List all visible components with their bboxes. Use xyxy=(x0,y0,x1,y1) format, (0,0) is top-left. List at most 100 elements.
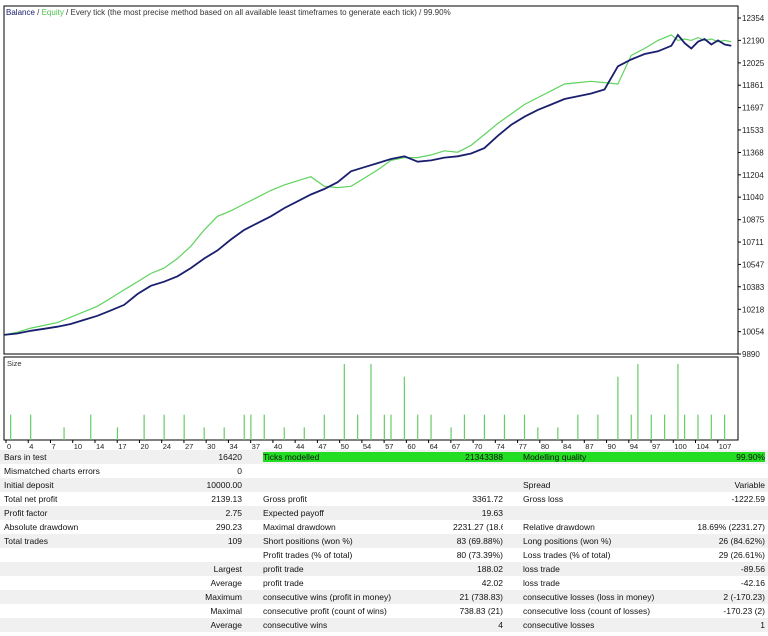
x-tick-label: 24 xyxy=(163,442,171,450)
report-cell: Average xyxy=(210,578,242,588)
x-tick-label: 100 xyxy=(674,442,687,450)
report-row: Total trades 109 Short positions (won %) 83… xyxy=(0,534,768,548)
x-tick-label: 30 xyxy=(207,442,215,450)
report-cell: Relative drawdown xyxy=(523,522,595,532)
x-tick-label: 74 xyxy=(496,442,504,450)
report-cell: 18.69% (2231.27) xyxy=(697,522,765,532)
report-cell: Profit factor xyxy=(4,508,48,518)
report-cell: -42.16 xyxy=(740,578,765,588)
report-cell: profit trade xyxy=(263,564,304,574)
x-tick-label: 20 xyxy=(140,442,148,450)
report-cell: 21343388 xyxy=(465,452,503,462)
x-tick-label: 84 xyxy=(563,442,571,450)
y-tick-label: 9890 xyxy=(742,350,760,359)
x-tick-label: 107 xyxy=(719,442,732,450)
x-tick-label: 90 xyxy=(608,442,616,450)
header-description: / Every tick (the most precise method ba… xyxy=(64,8,451,17)
equity-line xyxy=(3,34,732,336)
y-tick-label: 11204 xyxy=(742,171,764,180)
report-cell: consecutive wins xyxy=(263,620,328,630)
report-cell: 290.23 xyxy=(216,522,242,532)
report-cell: consecutive losses xyxy=(523,620,595,630)
balance-label: Balance xyxy=(6,8,35,17)
equity-label: Equity xyxy=(42,8,64,17)
header-sep: / xyxy=(35,8,42,17)
y-tick-label: 10547 xyxy=(742,260,765,269)
x-tick-label: 70 xyxy=(474,442,482,450)
x-tick-label: 54 xyxy=(363,442,371,450)
report-cell: Expected payoff xyxy=(263,508,324,518)
report-cell: -170.23 (2) xyxy=(723,606,765,616)
y-tick-label: 11861 xyxy=(742,81,764,90)
report-cell: 42.02 xyxy=(481,578,503,588)
chart-header: Balance / Equity / Every tick (the most … xyxy=(6,8,451,17)
y-axis: 12354 12190 12025 11861 11697 11533 11368 11204… xyxy=(738,14,765,359)
y-tick-label: 10875 xyxy=(742,216,765,225)
report-row: Absolute drawdown 290.23 Maximal drawdown 2… xyxy=(0,520,768,534)
x-tick-label: 57 xyxy=(385,442,393,450)
report-row: Average consecutive wins 4 consecutive loss… xyxy=(0,618,768,632)
x-tick-label: 7 xyxy=(51,442,55,450)
report-cell: consecutive profit (count of wins) xyxy=(263,606,387,616)
x-tick-label: 47 xyxy=(318,442,326,450)
report-cell: Initial deposit xyxy=(4,480,54,490)
size-panel-label: Size xyxy=(7,359,22,368)
x-tick-label: 34 xyxy=(229,442,237,450)
report-cell: 0 xyxy=(237,466,242,476)
report-cell: consecutive wins (profit in money) xyxy=(263,592,392,602)
size-bars xyxy=(10,364,726,440)
report-row: Bars in test 16420 Ticks modelled 21343388 M… xyxy=(0,450,768,464)
report-cell: 2139.13 xyxy=(211,494,242,504)
x-tick-label: 64 xyxy=(430,442,438,450)
report-cell: 3361.72 xyxy=(472,494,503,504)
report-cell: profit trade xyxy=(263,578,304,588)
report-cell: 188.02 xyxy=(477,564,503,574)
y-tick-label: 11697 xyxy=(742,104,764,113)
main-chart-frame xyxy=(3,5,739,355)
report-cell: Modelling quality xyxy=(523,452,587,462)
x-tick-label: 17 xyxy=(118,442,126,450)
report-cell: -1222.59 xyxy=(731,494,765,504)
report-row: Maximum consecutive wins (profit in money… xyxy=(0,590,768,604)
report-table: Bars in test 16420 Ticks modelled 21343388 M… xyxy=(0,450,768,632)
x-tick-label: 50 xyxy=(341,442,349,450)
report-row: Mismatched charts errors 0 xyxy=(0,464,768,478)
report-cell: Average xyxy=(210,620,242,630)
y-tick-label: 12354 xyxy=(742,14,765,23)
report-cell: 738.83 (21) xyxy=(459,606,503,616)
report-cell: 2.75 xyxy=(225,508,242,518)
y-tick-label: 10383 xyxy=(742,283,765,292)
x-tick-label: 4 xyxy=(29,442,33,450)
report-cell: 2231.27 (18.69%) xyxy=(453,522,503,532)
chart-area: 12354 12190 12025 11861 11697 11533 11368 11204… xyxy=(3,5,765,450)
report-cell: Long positions (won %) xyxy=(523,536,612,546)
report-cell: Total trades xyxy=(4,536,48,546)
report-cell: 99.90% xyxy=(736,452,765,462)
report-cell: 109 xyxy=(227,536,242,546)
report-cell: 21 (738.83) xyxy=(459,592,503,602)
report-row: Initial deposit 10000.00 Spread Variable xyxy=(0,478,768,492)
report-cell: Variable xyxy=(734,480,765,490)
x-tick-label: 14 xyxy=(96,442,104,450)
x-tick-label: 44 xyxy=(296,442,304,450)
x-tick-label: 80 xyxy=(541,442,549,450)
report-cell: Maximal drawdown xyxy=(263,522,336,532)
report-cell: Total net profit xyxy=(4,494,58,504)
y-tick-label: 11368 xyxy=(742,148,764,157)
balance-line xyxy=(3,33,732,336)
report-cell: Ticks modelled xyxy=(263,452,320,462)
report-cell: 1 xyxy=(760,620,765,630)
report-cell: consecutive loss (count of losses) xyxy=(523,606,651,616)
report-row: Profit factor 2.75 Expected payoff 19.63 xyxy=(0,506,768,520)
report-cell: Gross profit xyxy=(263,494,307,504)
report-cell: Mismatched charts errors xyxy=(4,466,100,476)
x-tick-label: 104 xyxy=(697,442,710,450)
report-cell: Largest xyxy=(213,564,242,574)
report-row: Profit trades (% of total) 80 (73.39%) Los… xyxy=(0,548,768,562)
x-tick-label: 94 xyxy=(630,442,638,450)
report-cell: Profit trades (% of total) xyxy=(263,550,353,560)
report-cell: 80 (73.39%) xyxy=(456,550,503,560)
report-cell: 26 (84.62%) xyxy=(718,536,765,546)
x-tick-label: 10 xyxy=(74,442,82,450)
y-tick-label: 10218 xyxy=(742,305,765,314)
